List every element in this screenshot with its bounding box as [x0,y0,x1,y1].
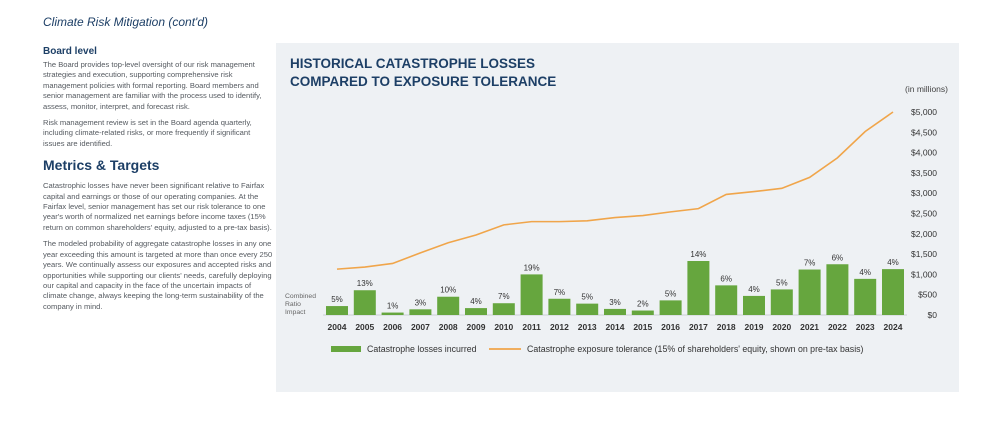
x-tick-label: 2011 [522,322,541,332]
bar-data-label: 4% [887,258,899,267]
bar-data-label: 1% [387,302,399,311]
bar-data-label: 19% [524,263,540,272]
x-tick-label: 2012 [550,322,569,332]
y-tick-label: $4,500 [911,127,937,137]
x-tick-label: 2019 [745,322,764,332]
x-tick-label: 2006 [383,322,402,332]
x-tick-label: 2009 [467,322,486,332]
bar-2021 [798,269,821,315]
metrics-targets-heading: Metrics & Targets [43,157,160,174]
bar-2012 [548,298,571,315]
y-tick-label: $2,000 [911,229,937,239]
metrics-paragraph-2: The modeled probability of aggregate cat… [43,239,273,311]
bar-2018 [715,285,738,315]
bar-data-label: 3% [609,298,621,307]
combined-ratio-label: Impact [285,309,306,316]
bar-data-label: 7% [498,292,510,301]
bar-2023 [854,278,877,315]
bar-data-label: 14% [690,250,706,259]
bar-data-label: 7% [554,288,566,297]
bar-2007 [409,309,432,315]
bar-2020 [770,289,793,315]
y-tick-label: $0 [928,310,938,320]
bar-2022 [826,264,849,315]
x-tick-label: 2010 [494,322,513,332]
bar-2014 [604,308,626,315]
bar-data-label: 5% [331,295,343,304]
bar-2024 [882,269,904,315]
legend-label-tolerance: Catastrophe exposure tolerance (15% of s… [527,344,864,354]
x-tick-label: 2015 [633,322,652,332]
bar-data-label: 13% [357,279,373,288]
bar-2009 [465,308,487,315]
unit-label: (in millions) [905,84,948,94]
bar-2016 [659,300,682,315]
y-tick-label: $4,000 [911,148,937,158]
bar-data-label: 4% [748,285,760,294]
section-title: Climate Risk Mitigation (cont'd) [43,15,209,29]
bar-2010 [492,303,515,315]
catastrophe-losses-chart: (in millions) $0 $500 $1,000 $1,500 $2,000 $2,… [285,84,948,354]
legend-label-losses: Catastrophe losses incurred [367,344,477,354]
board-review-paragraph: Risk management review is set in the Boa… [43,118,252,148]
combined-ratio-label: Ratio [285,301,301,308]
bar-data-label: 3% [415,298,427,307]
y-tick-label: $3,500 [911,168,937,178]
metrics-paragraph-1: Catastrophic losses have never been sign… [43,181,272,232]
exposure-tolerance-line [336,111,894,270]
legend-swatch-losses [331,346,361,352]
x-tick-label: 2017 [689,322,708,332]
bar-data-label: 6% [720,274,732,283]
board-level-heading: Board level [43,46,97,57]
chart-panel: HISTORICAL CATASTROPHE LOSSES COMPARED T… [276,43,959,392]
x-tick-label: 2013 [578,322,597,332]
bar-data-label: 2% [637,300,649,309]
x-tick-label: 2018 [717,322,736,332]
bar-data-label: 5% [776,278,788,287]
x-tick-label: 2022 [828,322,847,332]
bar-2004 [326,306,348,315]
chart-title-line-2: COMPARED TO EXPOSURE TOLERANCE [290,74,557,89]
bar-data-label: 6% [832,253,844,262]
bar-2013 [576,303,599,315]
chart-title: HISTORICAL CATASTROPHE LOSSES COMPARED T… [290,55,556,91]
bar-data-label: 10% [440,286,456,295]
x-tick-label: 2008 [439,322,458,332]
bar-data-label: 5% [581,293,593,302]
board-level-paragraph: The Board provides top-level oversight o… [43,60,262,111]
x-tick-label: 2020 [772,322,791,332]
x-tick-label: 2014 [606,322,625,332]
x-tick-label: 2005 [355,322,374,332]
x-tick-label: 2004 [328,322,347,332]
combined-ratio-label: Combined [285,293,316,300]
y-tick-label: $1,500 [911,249,937,259]
x-tick-label: 2024 [884,322,903,332]
x-tick-label: 2023 [856,322,875,332]
bar-2005 [353,290,376,315]
bar-data-label: 4% [470,297,482,306]
bar-2019 [743,295,765,315]
x-tick-label: 2016 [661,322,680,332]
y-tick-label: $500 [918,290,937,300]
bar-data-label: 5% [665,289,677,298]
bar-2017 [687,261,710,315]
x-tick-label: 2021 [800,322,819,332]
bar-data-label: 7% [804,259,816,268]
left-column: Board level The Board provides top-level… [43,46,273,318]
x-tick-label: 2007 [411,322,430,332]
bar-2008 [437,296,460,315]
y-tick-label: $1,000 [911,269,937,279]
bar-2015 [631,310,654,315]
bar-2006 [381,312,404,315]
y-tick-label: $2,500 [911,209,937,219]
bar-2011 [520,274,543,315]
chart-title-line-1: HISTORICAL CATASTROPHE LOSSES [290,56,536,71]
y-tick-label: $3,000 [911,188,937,198]
bar-data-label: 4% [859,268,871,277]
y-tick-label: $5,000 [911,107,937,117]
